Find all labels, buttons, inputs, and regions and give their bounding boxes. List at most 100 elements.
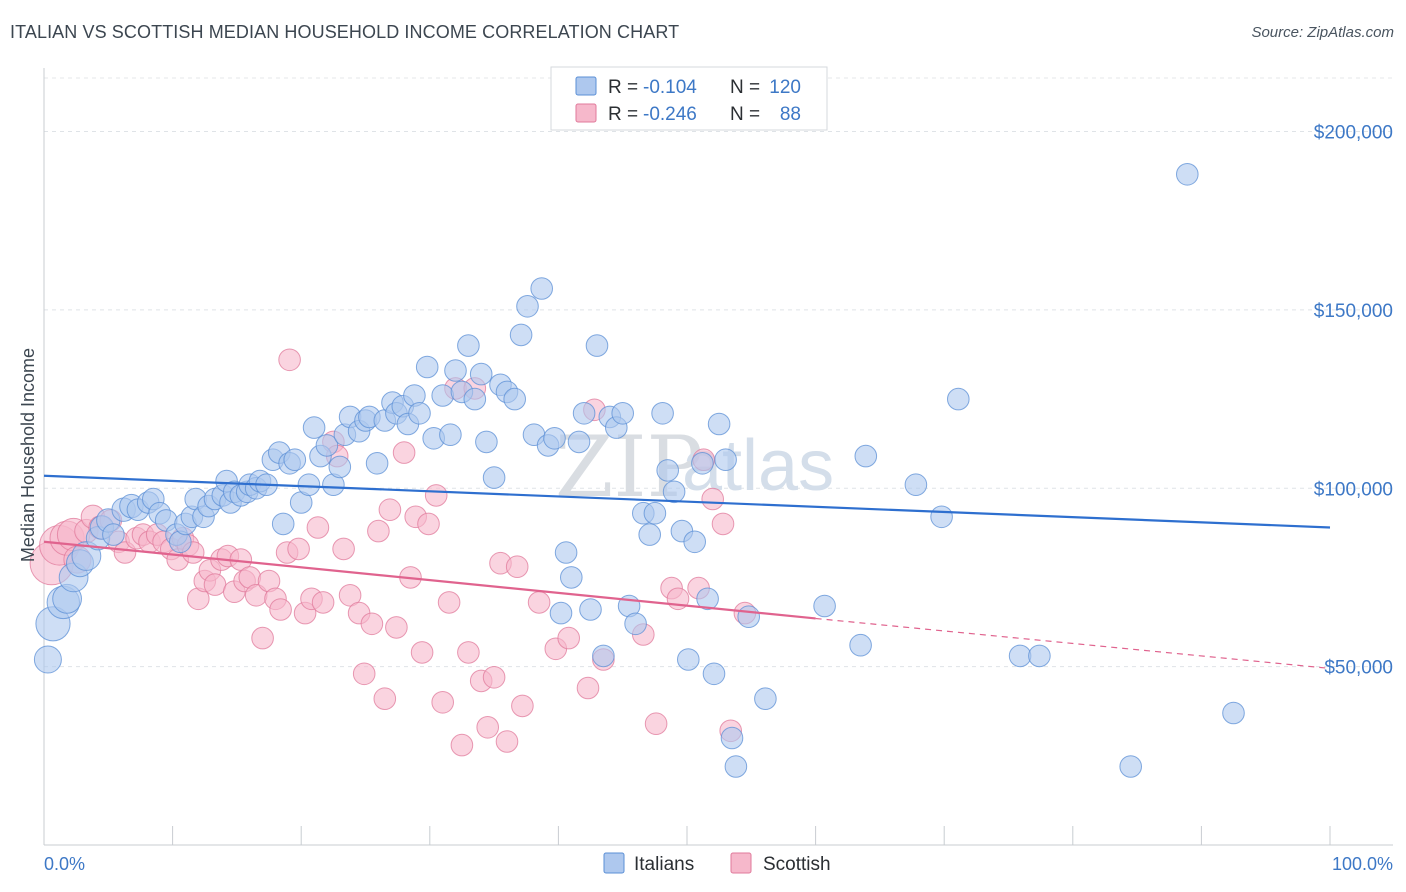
scottish-point-58 bbox=[417, 512, 440, 536]
italians-point-71 bbox=[482, 466, 506, 489]
italians-point-84 bbox=[567, 430, 591, 454]
italians-point-83 bbox=[560, 566, 583, 589]
scottish-point-35 bbox=[269, 598, 292, 621]
scottish-point-38 bbox=[287, 537, 310, 561]
italians-point-119 bbox=[1028, 644, 1051, 668]
italians-point-118 bbox=[1008, 644, 1032, 668]
legend-r-value-scottish: -0.246 bbox=[643, 104, 697, 125]
italians-point-107 bbox=[714, 448, 737, 472]
legend-n-label-scottish: N = bbox=[730, 104, 760, 125]
italians-point-68 bbox=[463, 387, 487, 411]
italians-point-102 bbox=[683, 530, 707, 554]
italians-point-10 bbox=[102, 523, 125, 546]
legend-n-value-italians: 120 bbox=[769, 77, 801, 98]
y-tick-label-0: $50,000 bbox=[1324, 658, 1393, 679]
axes bbox=[43, 68, 1393, 846]
bottom-legend-swatch-scottish bbox=[730, 852, 752, 874]
scottish-trend-line-extension bbox=[815, 617, 1331, 670]
scottish-point-72 bbox=[511, 694, 534, 718]
italians-point-121 bbox=[1176, 163, 1199, 186]
scottish-point-51 bbox=[373, 687, 397, 711]
chart-title: ITALIAN VS SCOTTISH MEDIAN HOUSEHOLD INC… bbox=[10, 22, 680, 42]
italians-point-63 bbox=[431, 384, 455, 407]
italians-point-91 bbox=[611, 402, 635, 425]
italians-point-43 bbox=[302, 416, 326, 439]
scottish-point-76 bbox=[576, 676, 600, 700]
italians-point-116 bbox=[930, 505, 953, 529]
scottish-point-64 bbox=[457, 641, 480, 664]
italians-point-87 bbox=[585, 334, 609, 357]
bottom-legend-label-italians: Italians bbox=[634, 854, 694, 875]
scottish-point-63 bbox=[450, 733, 474, 757]
italians-point-38 bbox=[271, 512, 295, 536]
scottish-point-71 bbox=[505, 555, 529, 579]
italians-point-96 bbox=[643, 501, 667, 525]
italians-point-85 bbox=[572, 402, 596, 425]
scottish-point-73 bbox=[527, 591, 551, 614]
italians-trend-line bbox=[43, 474, 1331, 529]
scottish-point-49 bbox=[360, 612, 384, 636]
scottish-point-70 bbox=[495, 730, 519, 753]
series-legend: Italians Scottish bbox=[603, 852, 831, 875]
italians-point-108 bbox=[720, 726, 744, 750]
source-label: Source: ZipAtlas.com bbox=[1251, 24, 1394, 41]
italians-point-80 bbox=[543, 427, 566, 450]
italians-point-106 bbox=[707, 412, 731, 436]
legend-swatch-scottish bbox=[575, 103, 597, 123]
italians-point-97 bbox=[651, 402, 674, 425]
legend-n-label-italians: N = bbox=[730, 77, 760, 98]
italians-point-105 bbox=[702, 662, 726, 686]
italians-point-101 bbox=[677, 648, 700, 671]
trend-lines bbox=[43, 474, 1331, 670]
scottish-point-45 bbox=[332, 537, 355, 561]
y-tick-label-3: $200,000 bbox=[1314, 123, 1393, 144]
italians-point-99 bbox=[662, 480, 686, 504]
scottish-point-57 bbox=[410, 641, 434, 664]
italians-point-67 bbox=[457, 334, 480, 357]
italians-point-45 bbox=[315, 434, 339, 457]
italians-point-0 bbox=[33, 645, 62, 674]
italians-point-53 bbox=[365, 452, 389, 475]
italians-point-95 bbox=[638, 523, 662, 546]
italians-point-60 bbox=[408, 402, 431, 425]
scottish-point-61 bbox=[437, 591, 461, 614]
italians-point-109 bbox=[724, 755, 748, 778]
italians-point-64 bbox=[439, 423, 462, 447]
scottish-point-60 bbox=[431, 691, 455, 714]
italians-point-69 bbox=[469, 362, 493, 386]
scottish-point-41 bbox=[306, 516, 330, 539]
scottish-point-48 bbox=[352, 662, 376, 686]
y-tick-label-1: $100,000 bbox=[1314, 479, 1393, 500]
x-tick-min: 0.0% bbox=[44, 854, 85, 874]
scottish-point-75 bbox=[557, 626, 581, 650]
legend-r-value-italians: -0.104 bbox=[643, 77, 697, 98]
scottish-point-24 bbox=[203, 573, 227, 596]
scottish-point-80 bbox=[644, 712, 668, 736]
scottish-point-85 bbox=[701, 487, 725, 511]
italians-point-93 bbox=[624, 612, 647, 636]
italians-point-42 bbox=[297, 473, 321, 497]
legend-r-label-italians: R = bbox=[608, 77, 638, 98]
italians-point-111 bbox=[754, 687, 777, 711]
y-tick-label-2: $150,000 bbox=[1314, 301, 1393, 322]
scottish-trend-line bbox=[43, 540, 816, 620]
scottish-point-53 bbox=[385, 616, 408, 639]
italians-point-104 bbox=[696, 587, 719, 611]
scottish-point-68 bbox=[482, 666, 506, 689]
correlation-legend: R = -0.104 N = 120 R = -0.246 N = 88 bbox=[550, 66, 828, 131]
italians-point-115 bbox=[904, 473, 928, 497]
italians-point-82 bbox=[554, 541, 578, 564]
scottish-point-42 bbox=[311, 591, 335, 614]
scottish-point-37 bbox=[278, 348, 301, 372]
legend-n-value-scottish: 88 bbox=[780, 104, 801, 125]
italians-point-103 bbox=[691, 452, 714, 475]
legend-swatch-italians bbox=[575, 76, 597, 96]
x-tick-max: 100.0% bbox=[1332, 854, 1393, 874]
scottish-point-52 bbox=[378, 498, 402, 522]
italians-point-40 bbox=[283, 448, 307, 472]
italians-point-120 bbox=[1119, 755, 1142, 778]
italians-point-98 bbox=[656, 459, 680, 482]
bottom-legend-swatch-italians bbox=[603, 852, 625, 874]
scottish-point-86 bbox=[711, 512, 735, 536]
italians-point-75 bbox=[509, 323, 533, 347]
